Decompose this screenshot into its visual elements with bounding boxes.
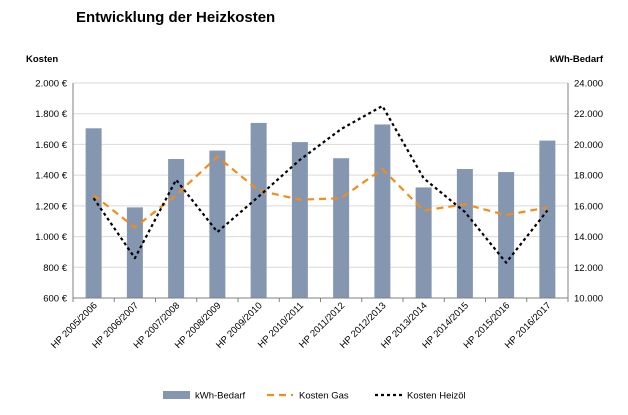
bar-6 bbox=[333, 158, 350, 298]
right-tick-label-4: 18.000 bbox=[574, 171, 603, 182]
left-tick-label-4: 1.400 € bbox=[35, 171, 67, 182]
legend-label-oil: Kosten Heizöl bbox=[407, 391, 466, 402]
right-tick-label-5: 20.000 bbox=[574, 140, 603, 151]
left-tick-label-2: 1.000 € bbox=[35, 232, 67, 243]
bar-9 bbox=[456, 169, 473, 298]
left-tick-label-0: 600 € bbox=[43, 294, 67, 305]
line-series bbox=[92, 104, 549, 264]
legend-swatch-bar bbox=[163, 391, 190, 399]
right-tick-label-2: 14.000 bbox=[574, 232, 603, 243]
right-tick-label-7: 24.000 bbox=[574, 79, 603, 90]
bar-3 bbox=[209, 150, 226, 298]
right-tick-label-3: 16.000 bbox=[574, 201, 603, 212]
bar-4 bbox=[250, 122, 267, 298]
legend: kWh-Bedarf Kosten Gas Kosten Heizöl bbox=[163, 391, 466, 402]
legend-label-gas: Kosten Gas bbox=[299, 391, 349, 402]
right-tick-label-6: 22.000 bbox=[574, 109, 603, 120]
left-tick-label-3: 1.200 € bbox=[35, 201, 67, 212]
legend-label-bar: kWh-Bedarf bbox=[195, 391, 246, 402]
bar-1 bbox=[126, 207, 143, 298]
right-axis-title: kWh-Bedarf bbox=[550, 54, 604, 65]
bar-10 bbox=[498, 172, 515, 298]
bar-series-kwh bbox=[85, 122, 556, 298]
bar-11 bbox=[539, 140, 556, 298]
left-tick-label-5: 1.600 € bbox=[35, 140, 67, 151]
left-tick-label-7: 2.000 € bbox=[35, 79, 67, 90]
bar-5 bbox=[291, 142, 308, 298]
bar-0 bbox=[85, 128, 102, 298]
line-series-1 bbox=[92, 104, 549, 264]
gridlines bbox=[73, 82, 568, 299]
left-tick-label-1: 800 € bbox=[43, 263, 67, 274]
left-tick-labels: 600 € 800 € 1.000 € 1.200 € 1.400 € 1.600 € 1.… bbox=[35, 79, 67, 305]
right-tick-labels: 10.000 12.000 14.000 16.000 18.000 20.000 22.0… bbox=[574, 79, 603, 305]
chart-title: Entwicklung der Heizkosten bbox=[76, 9, 275, 26]
bar-2 bbox=[168, 159, 185, 298]
bar-7 bbox=[374, 124, 391, 298]
left-tick-label-6: 1.800 € bbox=[35, 109, 67, 120]
right-tick-label-0: 10.000 bbox=[574, 294, 603, 305]
left-axis-title: Kosten bbox=[26, 54, 58, 65]
axes bbox=[72, 83, 569, 302]
bar-8 bbox=[415, 187, 432, 298]
line-series-0 bbox=[92, 155, 548, 229]
right-tick-label-1: 12.000 bbox=[574, 263, 603, 274]
